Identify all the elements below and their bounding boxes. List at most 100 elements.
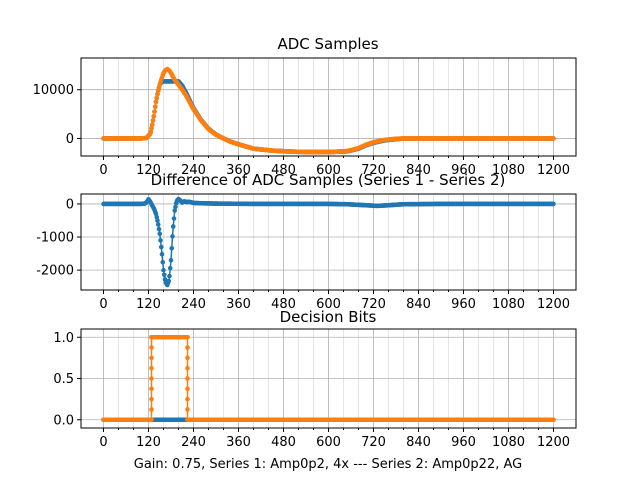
x-tick-label: 480	[271, 297, 296, 312]
data-point	[149, 345, 154, 350]
x-tick-label: 600	[316, 297, 341, 312]
x-tick-label: 720	[361, 297, 386, 312]
data-point	[551, 136, 556, 141]
x-tick-label: 240	[181, 297, 206, 312]
data-point	[185, 334, 190, 340]
data-point	[156, 226, 162, 232]
data-point	[166, 278, 172, 284]
chart-title: Difference of ADC Samples (Series 1 - Se…	[151, 171, 506, 189]
data-point	[185, 407, 190, 412]
x-tick-label: 120	[136, 163, 161, 178]
data-point	[159, 251, 165, 257]
data-point	[161, 272, 167, 278]
data-point	[551, 201, 556, 207]
data-point	[185, 386, 190, 392]
chart-title: Decision Bits	[280, 308, 377, 326]
data-point	[149, 407, 154, 412]
x-tick-label: 360	[226, 435, 251, 450]
x-tick-label: 1080	[492, 163, 525, 178]
data-point	[149, 386, 154, 392]
data-point	[185, 355, 190, 361]
data-point	[161, 267, 166, 273]
data-point	[157, 231, 163, 237]
data-point	[173, 204, 178, 210]
data-point	[185, 345, 190, 350]
plot-frame	[80, 193, 577, 291]
x-tick-label: 960	[451, 163, 476, 178]
x-tick-label: 720	[361, 163, 386, 178]
x-tick-label: 1200	[537, 435, 570, 450]
data-point	[155, 218, 160, 223]
plot-frame	[80, 328, 577, 429]
plot-frame	[80, 57, 577, 157]
data-point	[168, 257, 174, 263]
subplot-adc-samples: ADC Samples 0 120 240 360 480 600 720 840 960 108…	[33, 35, 577, 178]
data-point	[171, 216, 177, 221]
x-tick-label: 360	[226, 163, 251, 178]
data-point	[169, 245, 175, 251]
chart-title: ADC Samples	[277, 35, 378, 53]
x-tick-label: 0	[99, 435, 107, 450]
x-tick-label: 0	[99, 163, 107, 178]
x-tick-label: 240	[181, 435, 206, 450]
y-tick-label: 1.0	[53, 331, 74, 346]
data-point	[149, 126, 154, 131]
x-tick-label: 960	[451, 435, 476, 450]
x-tick-label: 960	[451, 297, 476, 312]
x-axis-label: Gain: 0.75, Series 1: Amp0p2, 4x --- Ser…	[134, 457, 522, 472]
subplot-difference: Difference of ADC Samples (Series 1 - Se…	[36, 171, 577, 312]
data-point	[149, 376, 154, 381]
x-tick-label: 1080	[492, 435, 525, 450]
x-tick-label: 480	[271, 163, 296, 178]
data-point	[160, 259, 166, 265]
data-point	[149, 365, 154, 371]
y-tick-label: 0	[66, 132, 74, 147]
data-point	[149, 355, 154, 361]
data-point	[170, 224, 176, 229]
x-tick-label: 1200	[537, 297, 570, 312]
x-tick-label: 840	[406, 435, 431, 450]
data-point	[148, 129, 154, 135]
data-point	[185, 396, 190, 402]
data-point	[150, 118, 156, 123]
x-tick-label: 120	[136, 297, 161, 312]
data-point	[151, 113, 157, 119]
series-2	[101, 334, 556, 423]
y-tick-label: 10000	[33, 83, 74, 98]
x-tick-label: 480	[271, 435, 296, 450]
x-tick-label: 1080	[492, 297, 525, 312]
x-tick-label: 600	[316, 435, 341, 450]
data-point	[170, 234, 175, 239]
data-point	[167, 265, 173, 271]
data-point	[155, 222, 161, 227]
x-tick-label: 240	[181, 163, 206, 178]
data-point	[152, 109, 157, 114]
data-point	[158, 238, 163, 243]
x-tick-label: 840	[406, 163, 431, 178]
x-tick-label: 1200	[537, 163, 570, 178]
series-2	[101, 66, 556, 155]
x-tick-label: 840	[406, 297, 431, 312]
data-point	[149, 417, 154, 423]
y-tick-label: -2000	[36, 264, 74, 279]
y-tick-label: 0	[66, 197, 74, 212]
data-point	[185, 365, 190, 371]
y-tick-label: 0.5	[53, 372, 74, 387]
x-tick-label: 120	[136, 435, 161, 450]
subplot-decision-bits: Decision Bits 0 120 240 360 480 600 720 840 960 1…	[53, 308, 577, 472]
data-point	[154, 95, 160, 101]
data-point	[551, 417, 556, 423]
data-point	[167, 273, 172, 279]
data-point	[149, 122, 155, 128]
x-tick-label: 600	[316, 163, 341, 178]
data-point	[152, 104, 158, 110]
data-point	[158, 244, 164, 250]
data-point	[185, 376, 190, 381]
data-point	[172, 208, 178, 213]
y-tick-label: -1000	[36, 231, 74, 246]
series-1	[101, 196, 556, 288]
y-tick-label: 0.0	[53, 413, 74, 428]
data-point	[153, 99, 159, 105]
data-point	[149, 396, 154, 402]
